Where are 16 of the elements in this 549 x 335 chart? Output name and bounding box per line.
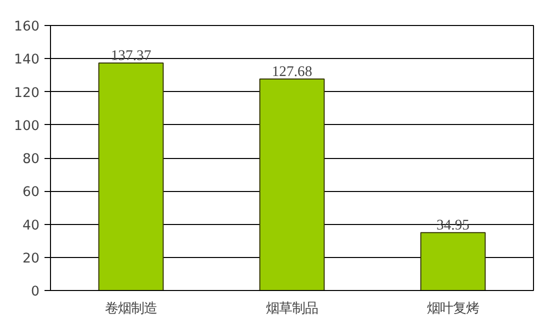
y-tick-label: 20 bbox=[22, 251, 40, 266]
bar bbox=[98, 62, 164, 290]
x-tick-label: 烟草制品 bbox=[266, 302, 318, 316]
y-tick-label: 100 bbox=[14, 118, 40, 134]
data-label: 127.68 bbox=[272, 64, 312, 80]
y-tick-label: 0 bbox=[31, 284, 40, 300]
y-tick-label: 60 bbox=[22, 185, 40, 200]
y-tick-label: 140 bbox=[14, 52, 40, 68]
bar bbox=[420, 232, 486, 290]
x-tick-label: 卷烟制造 bbox=[105, 302, 157, 316]
y-tick-label: 40 bbox=[22, 218, 40, 234]
y-tick-label: 80 bbox=[22, 152, 40, 167]
x-tick-label: 烟叶复烤 bbox=[427, 302, 479, 316]
y-tick-label: 120 bbox=[14, 86, 40, 101]
y-tick-label: 160 bbox=[14, 20, 40, 34]
bar bbox=[259, 78, 325, 290]
